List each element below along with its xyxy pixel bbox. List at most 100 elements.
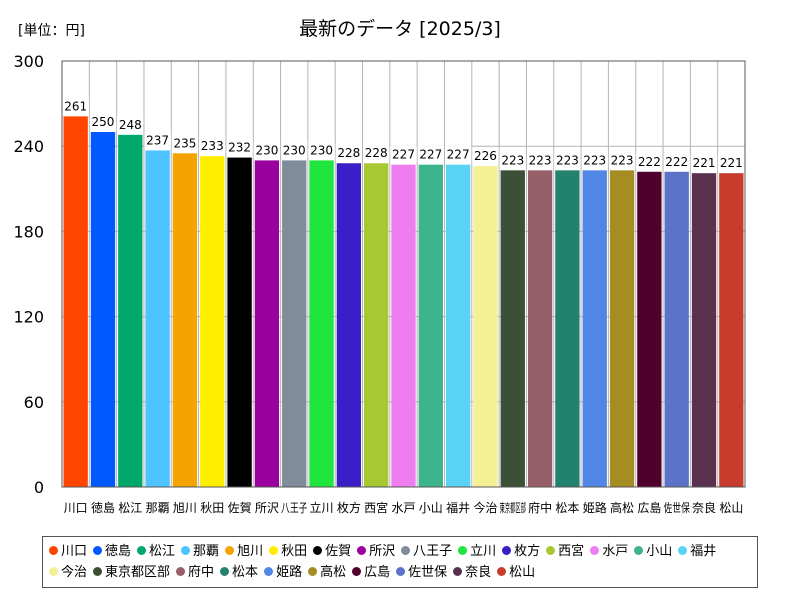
legend: 川口 徳島 松江 那覇 旭川 秋田 佐賀 所沢 八王子 立川 枚方 西宮 水戸 小山 福井今治 東京都区部 府中… [42, 536, 758, 588]
x-tick-label: 徳島 [91, 500, 115, 515]
value-label-bg [636, 152, 663, 170]
x-tick-label: 姫路 [583, 500, 607, 515]
value-label: 226 [474, 149, 497, 163]
legend-item: 旭川 [225, 541, 263, 562]
x-tick-label: 高松 [610, 500, 634, 515]
legend-marker-icon [93, 546, 103, 555]
legend-marker-icon [93, 567, 103, 576]
legend-label: 松山 [509, 565, 536, 580]
value-label-bg [171, 134, 199, 152]
value-label-bg [363, 144, 390, 162]
value-label: 223 [556, 153, 579, 167]
value-label-bg [199, 137, 226, 155]
legend-label: 秋田 [281, 544, 308, 559]
legend-marker-icon [137, 546, 147, 555]
value-label-bg [417, 145, 444, 163]
value-label: 223 [529, 153, 552, 167]
legend-label: 姫路 [276, 565, 303, 580]
bar-西宮 [364, 163, 389, 488]
value-label: 230 [283, 143, 306, 157]
legend-marker-icon [225, 546, 235, 555]
y-tick-label: 120 [13, 308, 44, 327]
value-label: 248 [119, 118, 142, 132]
plot-frame [61, 60, 746, 488]
value-label: 227 [419, 148, 442, 162]
x-tick-label: 佐賀 [228, 501, 252, 515]
x-tick-label: 枚方 [337, 500, 361, 515]
value-label: 223 [501, 153, 524, 167]
bar-福井 [445, 164, 471, 487]
legend-item: 佐賀 [313, 541, 351, 562]
value-label: 222 [665, 155, 688, 169]
value-label-bg [117, 115, 144, 133]
bar-那覇 [145, 150, 170, 487]
legend-marker-icon [396, 567, 406, 576]
legend-marker-icon [546, 546, 556, 555]
legend-item: 川口 [49, 541, 87, 562]
legend-item: 西宮 [546, 541, 584, 562]
legend-item: 松山 [497, 562, 535, 583]
value-label: 230 [255, 143, 278, 157]
legend-label: 川口 [61, 544, 88, 559]
value-label-bg [472, 147, 499, 165]
value-label: 228 [337, 146, 360, 160]
bar-姫路 [582, 170, 607, 487]
bar-府中 [527, 170, 553, 487]
legend-label: 徳島 [105, 544, 132, 559]
bar-松江 [118, 134, 143, 487]
bar-奈良 [691, 173, 717, 487]
legend-marker-icon [453, 567, 463, 576]
legend-marker-icon [181, 546, 191, 555]
bar-川口 [63, 116, 88, 487]
legend-item: 松本 [220, 562, 258, 583]
bar-佐賀 [227, 157, 252, 487]
chart-title: 最新のデータ [2025/3] [299, 18, 501, 40]
x-tick-label: 八王子 [281, 501, 307, 515]
bar-松山 [719, 173, 744, 487]
value-label: 237 [146, 133, 169, 147]
value-label-bg [335, 144, 363, 162]
legend-marker-icon [357, 546, 367, 555]
x-tick-label: 奈良 [692, 500, 716, 515]
legend-label: 佐世保 [408, 565, 448, 580]
legend-item: 府中 [176, 562, 214, 583]
y-tick-label: 60 [24, 393, 44, 412]
bar-秋田 [200, 156, 225, 487]
legend-item: 広島 [352, 562, 390, 583]
legend-label: 旭川 [237, 544, 264, 559]
bar-水戸 [391, 164, 416, 487]
legend-item: 松江 [137, 541, 175, 562]
legend-marker-icon [458, 546, 468, 555]
legend-label: 広島 [364, 565, 391, 580]
legend-item: 秋田 [269, 541, 307, 562]
x-tick-label: 府中 [528, 500, 552, 515]
legend-item: 枚方 [502, 541, 540, 562]
value-label: 222 [638, 155, 661, 169]
legend-item: 佐世保 [396, 562, 447, 583]
legend-item: 水戸 [590, 541, 628, 562]
x-tick-label: 松山 [719, 501, 743, 515]
value-label: 223 [583, 153, 606, 167]
legend-marker-icon [49, 546, 58, 555]
legend-label: 水戸 [602, 544, 629, 559]
legend-label: 立川 [470, 544, 497, 559]
legend-label: 府中 [188, 565, 215, 580]
bar-東京都区部 [500, 170, 525, 487]
legend-label: 那覇 [193, 544, 220, 559]
legend-marker-icon [401, 546, 411, 555]
x-tick-label: 東京都区部 [500, 500, 526, 515]
x-tick-label: 今治 [473, 500, 497, 515]
y-tick-label: 300 [13, 52, 44, 71]
legend-label: 枚方 [514, 544, 541, 559]
bar-小山 [418, 164, 443, 487]
legend-item: 東京都区部 [93, 562, 170, 583]
legend-marker-icon [264, 567, 274, 576]
legend-marker-icon [352, 567, 362, 576]
legend-marker-icon [313, 546, 323, 555]
x-tick-label: 旭川 [173, 501, 197, 515]
legend-item: 立川 [458, 541, 496, 562]
x-tick-label: 福井 [446, 500, 470, 515]
legend-item: 高松 [308, 562, 346, 583]
bar-高松 [609, 170, 635, 487]
legend-marker-icon [176, 567, 186, 576]
